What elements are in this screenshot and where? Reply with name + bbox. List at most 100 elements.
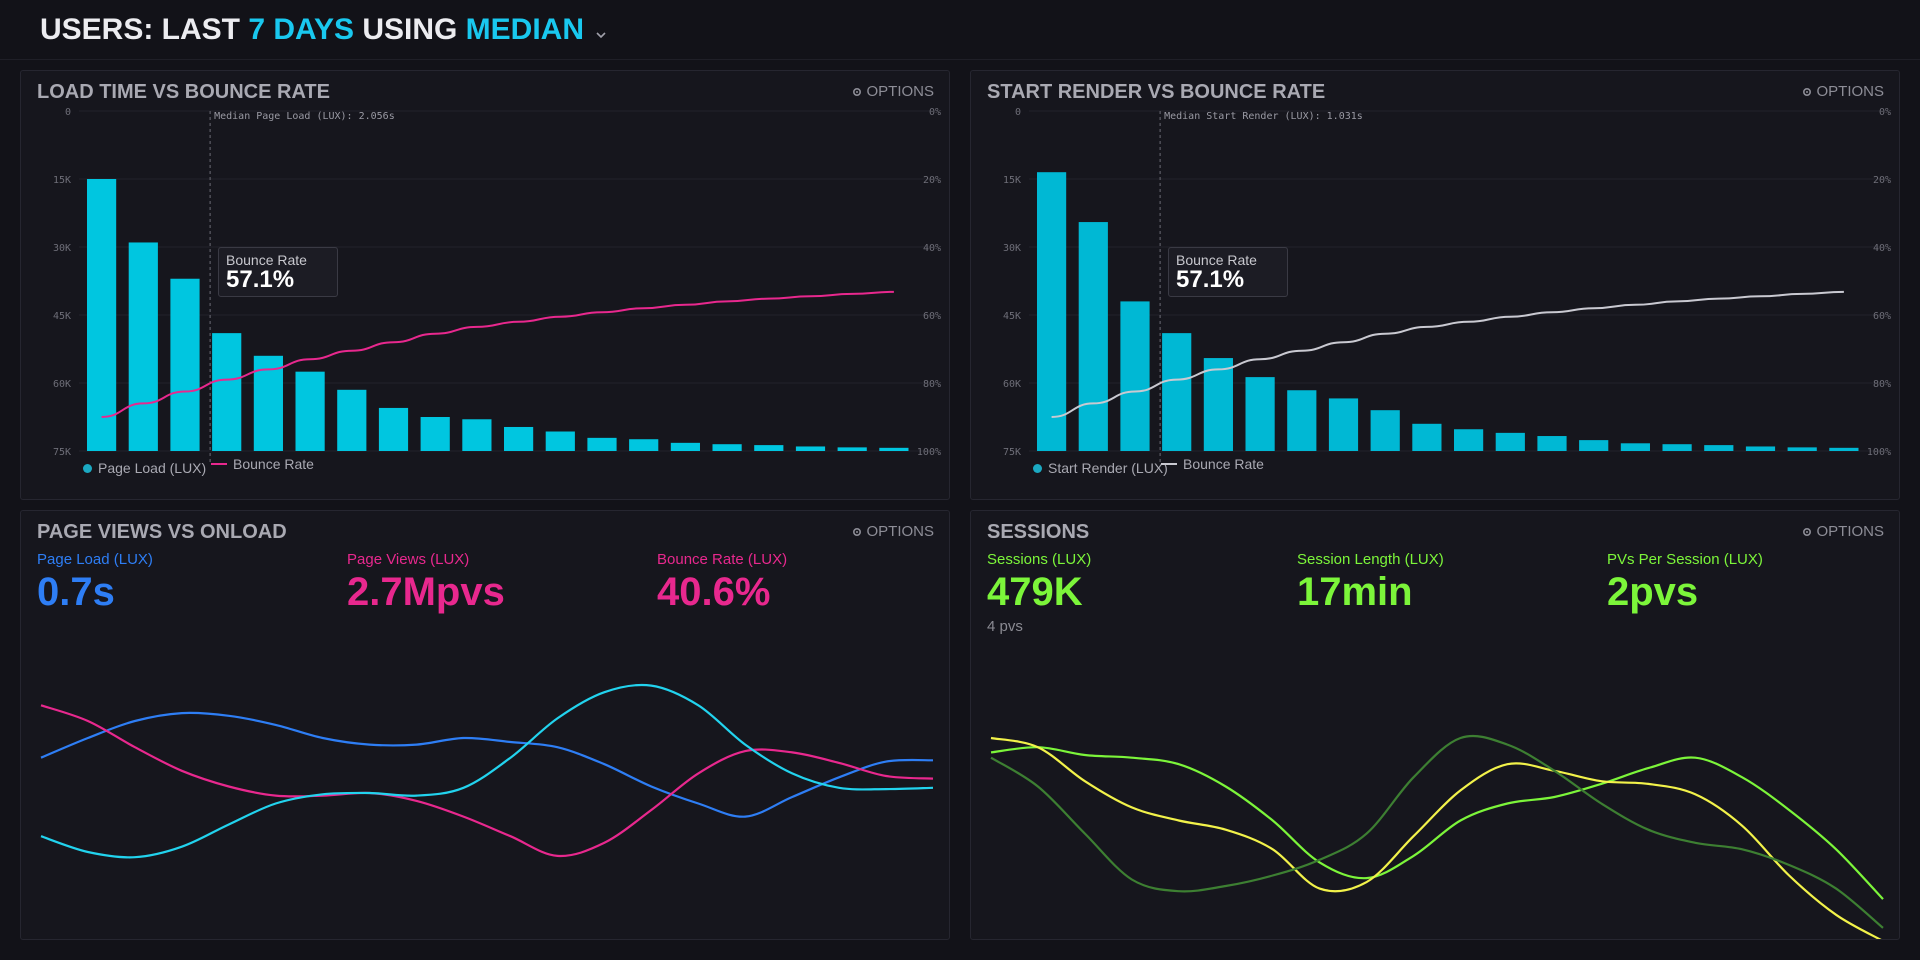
y-tick-right: 20% xyxy=(1873,175,1891,186)
legend-line[interactable]: Bounce Rate xyxy=(1161,456,1264,472)
gear-icon xyxy=(853,87,862,96)
bar[interactable] xyxy=(462,419,492,451)
bar[interactable] xyxy=(1203,358,1233,451)
bounce-rate-tooltip: Bounce Rate 57.1% xyxy=(218,247,338,297)
bounce-rate-line xyxy=(101,290,894,418)
options-button[interactable]: OPTIONS xyxy=(852,523,934,540)
panel-title: START RENDER VS BOUNCE RATE xyxy=(987,81,1326,103)
y-tick-right: 60% xyxy=(1873,311,1891,322)
metric-label: Session Length (LUX) xyxy=(1297,551,1444,568)
bar[interactable] xyxy=(879,447,909,451)
bar[interactable] xyxy=(1078,222,1108,451)
legend-bars-label: Page Load (LUX) xyxy=(98,460,207,476)
bar[interactable] xyxy=(295,371,325,451)
metric-pvs-per-session[interactable]: PVs Per Session (LUX) 2pvs xyxy=(1607,551,1763,614)
y-tick-right: 0% xyxy=(1879,107,1891,118)
legend-line-label: Bounce Rate xyxy=(1183,456,1264,472)
bar[interactable] xyxy=(1704,445,1734,451)
y-tick-right: 80% xyxy=(1873,379,1891,390)
options-label: OPTIONS xyxy=(866,523,934,540)
bar[interactable] xyxy=(1287,390,1317,451)
bar[interactable] xyxy=(1370,410,1400,451)
bar[interactable] xyxy=(504,426,534,451)
legend-line-swatch xyxy=(1161,463,1177,465)
bar[interactable] xyxy=(1120,301,1150,451)
page-title[interactable]: USERS: LAST 7 DAYS USING MEDIAN xyxy=(40,13,584,47)
bar[interactable] xyxy=(754,445,784,451)
series-line-0 xyxy=(990,746,1884,900)
y-tick-left: 45K xyxy=(1003,311,1021,322)
bar[interactable] xyxy=(170,278,200,451)
bar[interactable] xyxy=(1787,447,1817,451)
metric-value: 2pvs xyxy=(1607,570,1699,614)
metric-value: 40.6% xyxy=(657,570,771,614)
gear-icon xyxy=(853,527,862,536)
bar[interactable] xyxy=(337,389,367,451)
y-tick-left: 30K xyxy=(1003,243,1021,254)
bar[interactable] xyxy=(587,437,617,451)
sessions-panel: SESSIONS OPTIONS Sessions (LUX) 479K 4 p… xyxy=(970,510,1900,940)
time-range[interactable]: 7 DAYS xyxy=(248,12,354,46)
bar[interactable] xyxy=(629,439,659,451)
series-line-1 xyxy=(990,736,1882,939)
legend-line[interactable]: Bounce Rate xyxy=(211,456,314,472)
legend-bars[interactable]: Page Load (LUX) xyxy=(83,460,206,476)
options-button[interactable]: OPTIONS xyxy=(1802,523,1884,540)
metric-page-load[interactable]: Page Load (LUX) 0.7s xyxy=(37,551,153,614)
bar[interactable] xyxy=(1328,398,1359,451)
bar[interactable] xyxy=(253,355,283,451)
median-label: Median Page Load (LUX): 2.056s xyxy=(214,111,395,122)
bar[interactable] xyxy=(128,242,158,451)
bar[interactable] xyxy=(1412,423,1442,451)
bar[interactable] xyxy=(545,431,575,451)
metric-bounce-rate[interactable]: Bounce Rate (LUX) 40.6% xyxy=(657,551,787,614)
options-label: OPTIONS xyxy=(1816,523,1884,540)
bar[interactable] xyxy=(87,179,117,451)
y-tick-left: 30K xyxy=(53,243,71,254)
tooltip-value: 57.1% xyxy=(226,266,295,293)
bar[interactable] xyxy=(1537,436,1567,451)
metric-label: Page Load (LUX) xyxy=(37,551,153,568)
metric-session-length[interactable]: Session Length (LUX) 17min xyxy=(1297,551,1444,614)
bar[interactable] xyxy=(1579,440,1609,451)
metric-label: Page Views (LUX) xyxy=(347,551,470,568)
options-button[interactable]: OPTIONS xyxy=(1802,83,1884,100)
bar[interactable] xyxy=(1662,444,1692,451)
bar[interactable] xyxy=(1245,377,1275,451)
bar[interactable] xyxy=(1454,429,1484,451)
bar[interactable] xyxy=(1495,432,1525,451)
metric-sessions[interactable]: Sessions (LUX) 479K 4 pvs xyxy=(987,551,1091,635)
bar[interactable] xyxy=(1162,333,1192,451)
top-header: USERS: LAST 7 DAYS USING MEDIAN xyxy=(0,0,1920,60)
y-tick-left: 60K xyxy=(53,379,71,390)
y-tick-left: 15K xyxy=(1003,175,1021,186)
bar[interactable] xyxy=(1620,443,1650,451)
bar[interactable] xyxy=(1745,446,1776,451)
line-chart xyxy=(990,734,1884,939)
start-render-panel: START RENDER VS BOUNCE RATE OPTIONS 0 0% 1… xyxy=(970,70,1900,500)
bar[interactable] xyxy=(837,447,867,451)
y-tick-right: 0% xyxy=(929,107,941,118)
metric-page-views[interactable]: Page Views (LUX) 2.7Mpvs xyxy=(347,551,505,614)
legend-line-label: Bounce Rate xyxy=(233,456,314,472)
bar[interactable] xyxy=(378,407,409,451)
legend-dot xyxy=(1033,463,1042,473)
bar-chart: 0 0% 15K 20% 30K 40% 45K 60% 60K 80% 75K 100% Median… xyxy=(1003,107,1891,463)
legend-bars[interactable]: Start Render (LUX) xyxy=(1033,460,1168,476)
metric-value: 479K xyxy=(987,570,1083,614)
options-button[interactable]: OPTIONS xyxy=(852,83,934,100)
bar[interactable] xyxy=(212,333,242,451)
bar[interactable] xyxy=(1829,447,1859,451)
chevron-down-icon[interactable] xyxy=(596,30,606,40)
bar[interactable] xyxy=(1037,172,1067,451)
series-line-2 xyxy=(990,734,1884,929)
title-middle: USING xyxy=(353,12,466,46)
bar[interactable] xyxy=(795,446,826,451)
bar[interactable] xyxy=(712,444,742,451)
legend-line-swatch xyxy=(211,463,227,465)
aggregation-method[interactable]: MEDIAN xyxy=(465,12,585,46)
bar[interactable] xyxy=(420,417,450,451)
metric-label: PVs Per Session (LUX) xyxy=(1607,551,1763,568)
bar[interactable] xyxy=(670,442,700,451)
series-line-0 xyxy=(40,711,934,818)
